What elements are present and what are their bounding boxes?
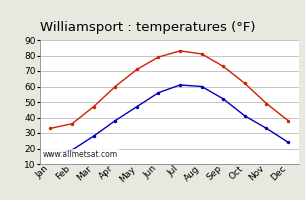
Text: www.allmetsat.com: www.allmetsat.com (42, 150, 117, 159)
Text: Williamsport : temperatures (°F): Williamsport : temperatures (°F) (40, 21, 255, 34)
